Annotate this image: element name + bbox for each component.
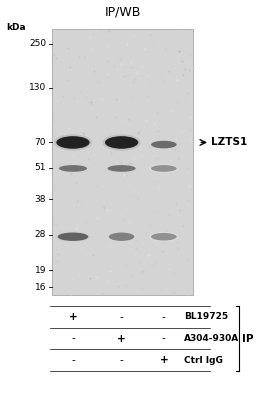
Text: +: +	[159, 355, 168, 365]
Ellipse shape	[149, 232, 179, 242]
Text: 19: 19	[35, 266, 46, 275]
Ellipse shape	[59, 165, 87, 172]
Text: -: -	[120, 355, 123, 365]
Text: 250: 250	[29, 39, 46, 49]
Text: 51: 51	[35, 163, 46, 172]
Text: -: -	[120, 312, 123, 322]
Ellipse shape	[55, 231, 91, 242]
Ellipse shape	[151, 165, 177, 172]
Text: +: +	[69, 312, 77, 322]
Ellipse shape	[108, 165, 136, 172]
Text: IP/WB: IP/WB	[105, 6, 141, 19]
Text: -: -	[71, 355, 75, 365]
Ellipse shape	[151, 233, 177, 241]
Ellipse shape	[107, 231, 136, 242]
Text: -: -	[162, 312, 166, 322]
Text: 130: 130	[29, 83, 46, 93]
Text: LZTS1: LZTS1	[211, 137, 248, 147]
Text: 38: 38	[35, 194, 46, 204]
Text: +: +	[117, 334, 126, 344]
Ellipse shape	[105, 136, 138, 149]
Text: A304-930A: A304-930A	[184, 334, 240, 343]
Text: 70: 70	[35, 138, 46, 147]
Text: -: -	[71, 334, 75, 344]
Text: 16: 16	[35, 282, 46, 292]
Ellipse shape	[109, 233, 134, 241]
Ellipse shape	[149, 164, 179, 173]
Ellipse shape	[149, 140, 179, 150]
Ellipse shape	[105, 164, 138, 173]
Ellipse shape	[102, 134, 141, 150]
Ellipse shape	[56, 136, 90, 149]
Text: 28: 28	[35, 230, 46, 239]
Ellipse shape	[151, 141, 177, 148]
FancyBboxPatch shape	[52, 29, 193, 295]
Text: kDa: kDa	[6, 23, 26, 32]
Ellipse shape	[54, 134, 92, 150]
Ellipse shape	[58, 233, 88, 241]
Text: -: -	[162, 334, 166, 344]
Ellipse shape	[57, 164, 89, 173]
Text: BL19725: BL19725	[184, 312, 228, 321]
Text: Ctrl IgG: Ctrl IgG	[184, 356, 223, 365]
Text: IP: IP	[242, 334, 254, 344]
